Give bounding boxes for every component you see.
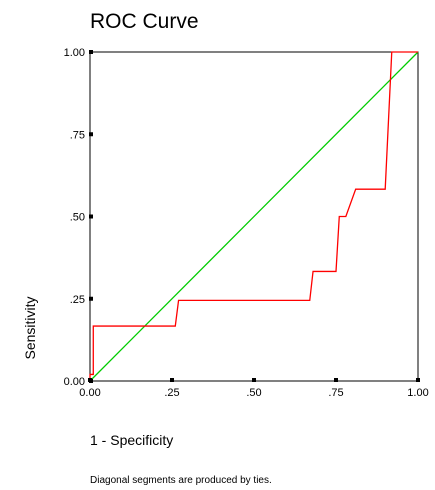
y-tick-mark <box>89 132 93 137</box>
x-tick-mark <box>170 378 174 382</box>
roc-curve-line <box>89 51 418 381</box>
series-layer <box>89 51 419 382</box>
x-tick-label: 1.00 <box>407 387 428 399</box>
y-tick-label: 1.00 <box>64 47 85 59</box>
x-tick-mark <box>252 378 256 382</box>
x-tick-label: .75 <box>328 387 343 399</box>
x-tick-mark <box>334 378 338 382</box>
y-tick-label: .75 <box>70 129 85 141</box>
chart-title: ROC Curve <box>90 10 199 33</box>
y-tick-mark <box>89 214 93 219</box>
y-axis-title: Sensitivity <box>22 296 38 359</box>
y-tick-label: 0.00 <box>64 376 85 388</box>
x-tick-label: .50 <box>246 387 261 399</box>
y-tick-label: .50 <box>70 212 85 224</box>
y-tick-mark <box>89 296 93 301</box>
x-tick-mark <box>88 378 92 382</box>
y-tick-mark <box>89 50 93 54</box>
x-tick-mark <box>416 378 420 382</box>
x-tick-label: 0.00 <box>79 387 100 399</box>
x-tick-label: .25 <box>164 387 179 399</box>
footnote: Diagonal segments are produced by ties. <box>90 475 272 486</box>
tick-layer: 0.00 .25 .50 .75 1.00 0.00 .25 .50 .75 1.00 <box>64 47 429 399</box>
y-tick-label: .25 <box>70 294 85 306</box>
x-axis-title: 1 - Specificity <box>90 432 173 448</box>
